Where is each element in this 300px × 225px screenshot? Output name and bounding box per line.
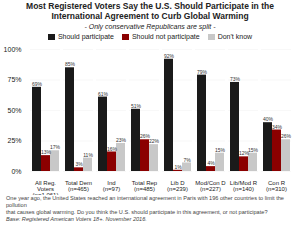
svg-text:12%: 12% <box>239 150 249 157</box>
html-text:Most Registered Voters Say the: Most Registered Voters Say the U.S. Shou… <box>26 1 274 21</box>
svg-text:15%: 15% <box>215 147 226 153</box>
svg-text:73%: 73% <box>230 76 241 82</box>
svg-text:79%: 79% <box>197 69 208 75</box>
svg-text:40%: 40% <box>263 117 274 123</box>
html-text:- Only conservative Republican: - Only conservative Republicans are spli… <box>84 22 216 30</box>
svg-text:61%: 61% <box>98 91 109 97</box>
svg-text:25%: 25% <box>7 138 21 145</box>
svg-text:23%: 23% <box>116 137 127 143</box>
html-text:One year ago, the United State: One year ago, the United States reached … <box>6 195 284 209</box>
svg-text:100%: 100% <box>4 46 22 53</box>
svg-text:11%: 11% <box>83 152 93 158</box>
svg-text:7%: 7% <box>183 157 191 163</box>
html-text:Should not participate: Should not participate <box>132 32 200 40</box>
html-text:Don't know: Don't know <box>217 32 253 40</box>
svg-text:Con R(n=310): Con R(n=310) <box>266 180 287 192</box>
svg-text:Total Rep(n=485): Total Rep(n=485) <box>132 180 158 192</box>
svg-text:4%: 4% <box>207 161 215 167</box>
svg-text:22%: 22% <box>149 139 160 145</box>
svg-text:34%: 34% <box>272 124 283 130</box>
svg-text:Total Dem(n=465): Total Dem(n=465) <box>65 180 92 192</box>
svg-text:92%: 92% <box>164 53 175 59</box>
svg-text:Ind(n=97): Ind(n=97) <box>103 180 121 192</box>
html-text:Should participate: Should participate <box>57 32 114 40</box>
svg-text:13%: 13% <box>41 149 51 156</box>
svg-text:16%: 16% <box>107 146 118 152</box>
svg-text:Lib/Mod R(n=140): Lib/Mod R(n=140) <box>230 180 258 192</box>
svg-text:26%: 26% <box>281 134 292 140</box>
svg-text:Lib D(n=239): Lib D(n=239) <box>167 180 188 192</box>
svg-text:69%: 69% <box>32 81 43 87</box>
svg-text:1%: 1% <box>174 164 182 170</box>
svg-text:50%: 50% <box>7 107 21 114</box>
svg-text:All Reg.Voters(n=1,061): All Reg.Voters(n=1,061) <box>33 180 59 195</box>
svg-text:3%: 3% <box>75 162 83 168</box>
svg-text:85%: 85% <box>65 62 76 68</box>
html-text:Base: Registered American Vote: Base: Registered American Voters 18+. No… <box>6 215 147 222</box>
svg-text:75%: 75% <box>7 77 21 84</box>
svg-text:26%: 26% <box>140 133 150 140</box>
svg-text:15%: 15% <box>248 147 259 153</box>
svg-text:51%: 51% <box>131 103 142 109</box>
svg-text:Mod/Con D(n=227): Mod/Con D(n=227) <box>195 180 226 192</box>
svg-text:17%: 17% <box>50 145 61 151</box>
html-text:that causes global warming. Do: that causes global warming. Do you think… <box>6 208 268 215</box>
svg-text:0%: 0% <box>11 168 21 175</box>
